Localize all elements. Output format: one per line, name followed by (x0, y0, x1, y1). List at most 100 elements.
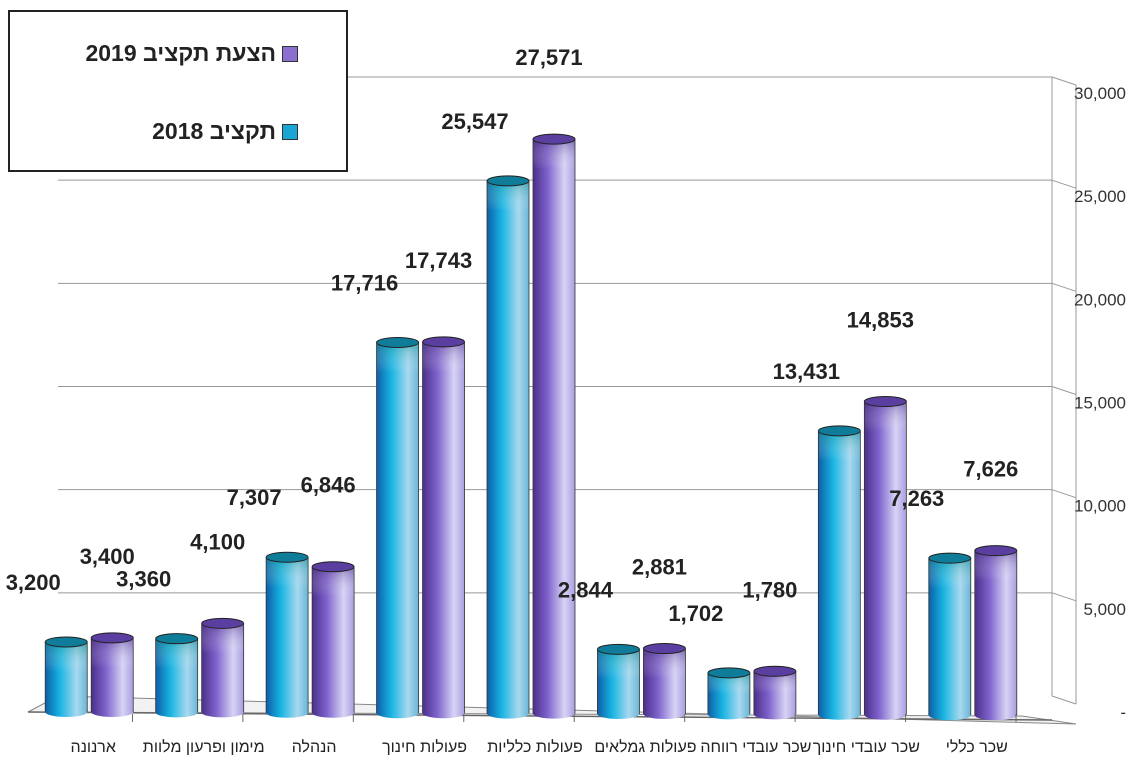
x-tick-label: פעולות כלליות (487, 738, 583, 756)
legend-item-2019: הצעת תקציב 2019 (85, 40, 298, 67)
value-label-2019: 2,881 (632, 555, 687, 580)
bar-2018-top (928, 552, 972, 564)
bar-2018-base (487, 708, 529, 719)
side-gridline (1051, 282, 1077, 292)
y-tick-label: 25,000 (1074, 187, 1126, 206)
bar-2018 (265, 551, 309, 718)
bar-2019-outline (201, 623, 245, 713)
bar-2019-base (201, 707, 244, 718)
bar-2018-shade (155, 638, 198, 699)
y-tick-label: 10,000 (1074, 497, 1126, 516)
bar-2019-base (643, 709, 686, 719)
bar-2018-body (487, 180, 529, 714)
bar-2019-shade (312, 566, 355, 627)
bar-2018-base (818, 709, 861, 720)
x-tick-label: שכר עובדי חינוך (813, 739, 920, 756)
bar-2018-outline (707, 672, 751, 715)
value-label-2019: 17,743 (405, 248, 472, 273)
value-label-2018: 25,547 (441, 109, 508, 134)
legend-item-2018: תקציב 2018 (152, 118, 298, 145)
bar-2018-top (155, 633, 199, 645)
legend-label-2019: הצעת תקציב 2019 (85, 40, 276, 66)
bar-2018-base (155, 707, 198, 718)
bar-2018-shade (266, 557, 309, 618)
bar-2018 (44, 636, 88, 717)
bar-2019-top (753, 665, 797, 677)
bar-2018-outline (44, 641, 88, 712)
bar-2019-top (532, 133, 576, 145)
bar-2018 (155, 633, 199, 718)
bar-2019-body (533, 139, 575, 714)
bar-2018-shade (376, 342, 419, 403)
bar-2018-top (707, 667, 751, 679)
legend-swatch-2018 (282, 123, 298, 140)
bar-2018 (486, 175, 530, 719)
bar-2018 (596, 643, 640, 719)
bar-2018-top (376, 336, 420, 348)
bar-2019 (422, 336, 466, 719)
bar-2019-shade (864, 401, 907, 462)
bar-2018-base (45, 707, 88, 717)
y-tick-label: 20,000 (1074, 290, 1126, 309)
bar-2019-shade (753, 671, 796, 715)
bar-2019-base (422, 708, 465, 719)
bar-2018-base (597, 709, 640, 719)
bar-2018-shade (928, 558, 971, 619)
bar-2019-shade (422, 341, 465, 402)
bar-2019-base (864, 709, 907, 720)
bar-2019-shade (91, 637, 134, 698)
bar-2019-outline (643, 648, 686, 714)
bar-2018 (928, 552, 972, 721)
value-label-2019: 7,626 (963, 457, 1018, 482)
bar-2018-outline (486, 180, 530, 714)
bar-2018 (376, 336, 420, 719)
value-label-2018: 13,431 (773, 359, 840, 384)
bar-2018-shade (45, 641, 88, 702)
bar-2019-base (312, 707, 355, 718)
bars (44, 133, 1018, 721)
bar-2018-outline (265, 557, 309, 713)
bar-2019-shade (201, 623, 244, 684)
value-label-2018: 2,844 (558, 577, 614, 602)
y-tick-label: 15,000 (1074, 394, 1126, 413)
bar-2018-outline (597, 649, 640, 714)
value-label-2019: 14,853 (847, 308, 914, 333)
bar-2018-top (596, 643, 640, 655)
bar-2019-shade (533, 139, 575, 200)
bar-2018-outline (928, 558, 972, 716)
bar-2018-shade (818, 430, 861, 491)
bar-2019 (863, 396, 907, 720)
bar-2019-base (753, 709, 796, 720)
bar-2018-base (376, 708, 419, 719)
bar-2019-outline (311, 566, 355, 713)
bar-2019 (311, 561, 355, 718)
legend-label-2018: תקציב 2018 (152, 118, 276, 144)
bar-2019 (753, 665, 797, 720)
legend-swatch-2019 (282, 45, 298, 62)
bar-2018-base (928, 710, 971, 721)
value-label-2018: 3,200 (6, 570, 61, 595)
bar-2018 (707, 667, 751, 720)
value-label-2018: 3,360 (116, 567, 171, 592)
legend: הצעת תקציב 2019 תקציב 2018 (8, 10, 348, 172)
bar-2019-shade (643, 648, 686, 709)
bar-2019-base (533, 708, 575, 719)
bar-2019-top (863, 396, 907, 408)
side-gridline (1051, 695, 1077, 705)
value-label-2019: 3,400 (80, 544, 135, 569)
bar-2019-outline (863, 401, 907, 715)
x-tick-label: שכר עובדי רווחה (700, 739, 811, 756)
side-gridline (1051, 179, 1077, 189)
value-label-2019: 4,100 (190, 529, 245, 554)
x-tick-label: הנהלה (292, 738, 337, 756)
bar-2018-top (486, 175, 530, 187)
bar-2018-shade (597, 649, 640, 710)
y-axis: - 5,000 10,000 15,000 20,000 25,000 30,000 (1074, 84, 1126, 722)
bar-2019-outline (974, 550, 1018, 716)
bar-2019 (974, 545, 1018, 721)
side-gridline (1051, 489, 1077, 499)
y-tick-label: - (1120, 703, 1126, 722)
value-label-2019: 1,780 (742, 577, 797, 602)
value-label-2018: 7,307 (227, 485, 282, 510)
